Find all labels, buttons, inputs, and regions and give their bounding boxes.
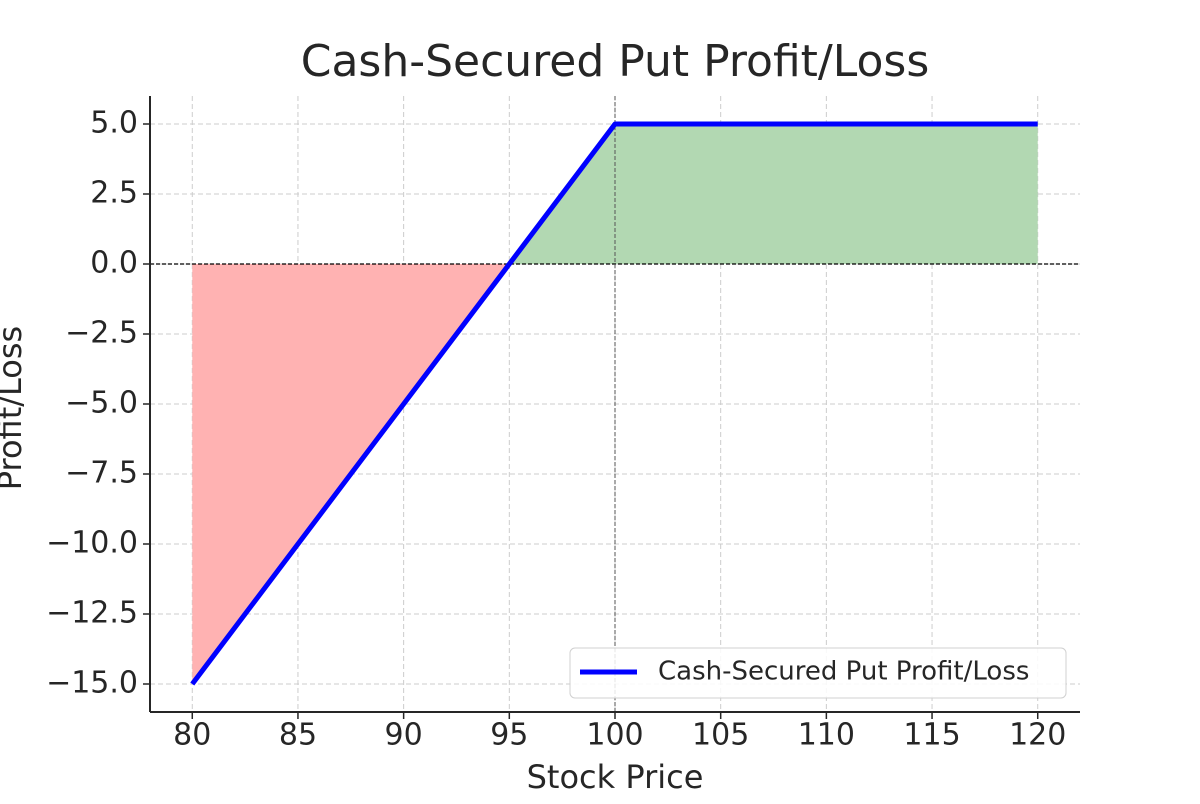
x-tick-label: 100 (586, 718, 643, 753)
legend: Cash-Secured Put Profit/Loss (569, 647, 1067, 699)
y-tick-label: −7.5 (65, 456, 138, 491)
y-tick-label: −10.0 (46, 526, 138, 561)
x-tick-label: 120 (1009, 718, 1066, 753)
y-axis-label: Profit/Loss (0, 326, 29, 490)
legend-label: Cash-Secured Put Profit/Loss (658, 657, 1029, 687)
x-tick-label: 80 (173, 718, 211, 753)
chart-title: Cash-Secured Put Profit/Loss (301, 36, 930, 87)
series-line (190, 121, 1038, 686)
y-tick-label: 2.5 (90, 176, 138, 211)
legend-box (569, 647, 1067, 699)
y-tick-label: −5.0 (65, 386, 138, 421)
y-tick-label: −2.5 (65, 316, 138, 351)
x-tick-label: 115 (903, 718, 960, 753)
x-tick-label: 110 (798, 718, 855, 753)
x-tick-label: 90 (385, 718, 423, 753)
y-tick-label: −12.5 (46, 596, 138, 631)
x-tick-label: 85 (279, 718, 317, 753)
y-tick-label: 0.0 (90, 246, 138, 281)
profit-area (615, 124, 1038, 264)
x-tick-label: 95 (490, 718, 528, 753)
x-tick-label: 105 (692, 718, 749, 753)
x-axis-label: Stock Price (527, 758, 704, 796)
y-tick-label: 5.0 (90, 106, 138, 141)
y-tick-label: −15.0 (46, 666, 138, 701)
